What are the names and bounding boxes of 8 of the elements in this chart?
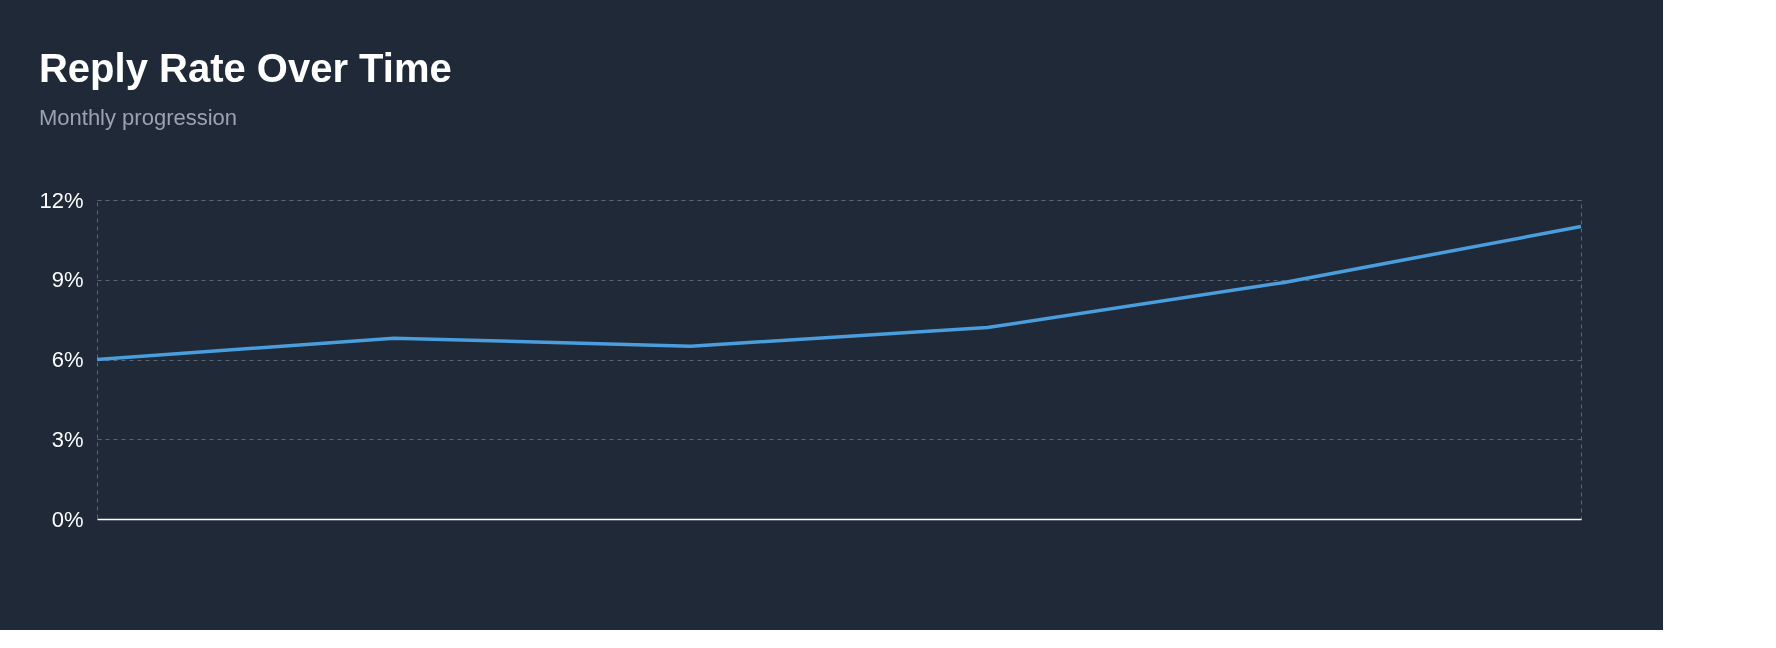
y-tick-label: 3% [51,426,84,452]
y-tick-label: 12% [39,187,84,213]
line-series [95,224,1583,362]
y-tick-label: 6% [51,347,84,372]
y-tick-label: 9% [51,267,84,293]
y-tick-label: 0% [51,506,84,532]
chart-subtitle: Monthly progression [38,105,238,130]
chart-title: Reply Rate Over Time [38,46,452,90]
